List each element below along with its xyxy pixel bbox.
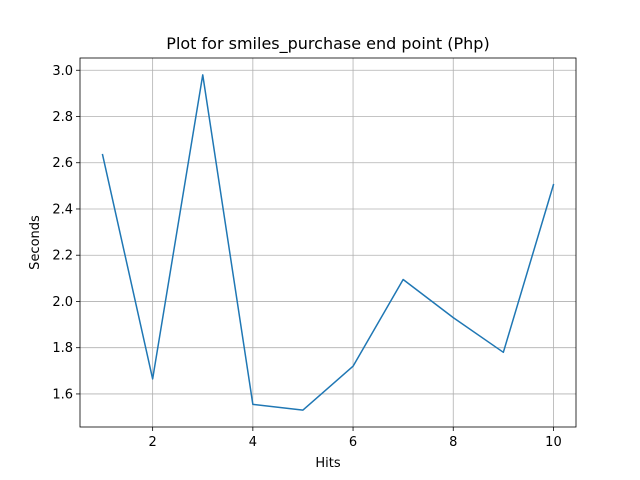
y-tick-label: 2.0 bbox=[52, 295, 73, 310]
y-tick-label: 1.6 bbox=[52, 387, 73, 402]
grid bbox=[80, 58, 576, 427]
x-tick-label: 2 bbox=[149, 435, 157, 450]
y-tick-label: 2.2 bbox=[52, 249, 73, 264]
x-tick-label: 6 bbox=[349, 435, 357, 450]
y-tick-label: 2.8 bbox=[52, 110, 73, 125]
x-tick-label: 10 bbox=[545, 435, 562, 450]
series-layer bbox=[101, 74, 555, 411]
plot-frame bbox=[79, 57, 577, 428]
y-tick-label: 2.6 bbox=[52, 156, 73, 171]
y-axis-label: Seconds bbox=[28, 215, 43, 270]
chart-title: Plot for smiles_purchase end point (Php) bbox=[166, 34, 489, 54]
x-tick-label: 8 bbox=[449, 435, 457, 450]
y-tick-label: 2.4 bbox=[52, 202, 73, 217]
ticks: 2 4 6 8 10 1.6 1.8 2.0 2.2 2.4 2.6 2.8 3.0 bbox=[52, 64, 561, 450]
y-tick-label: 1.8 bbox=[52, 341, 73, 356]
y-tick-label: 3.0 bbox=[52, 64, 73, 79]
x-tick-label: 4 bbox=[249, 435, 257, 450]
series-line bbox=[101, 74, 555, 411]
x-axis-label: Hits bbox=[315, 456, 340, 471]
